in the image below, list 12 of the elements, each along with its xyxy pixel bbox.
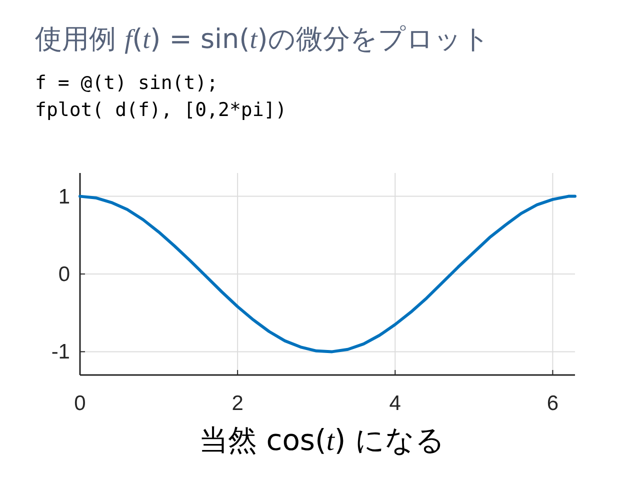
x-tick-label: 4 bbox=[389, 392, 402, 415]
line-series bbox=[78, 194, 576, 354]
y-tick-label: 1 bbox=[58, 185, 70, 208]
x-tick-label: 0 bbox=[74, 392, 86, 415]
x-tick-label: 2 bbox=[232, 392, 244, 415]
text: f = @(t) sin(t); bbox=[35, 72, 218, 94]
chart-title: 使用例 f(t) = sin(t)の微分をプロット bbox=[35, 24, 490, 55]
y-tick-label: -1 bbox=[51, 340, 70, 364]
x-tick-label: 6 bbox=[546, 392, 559, 415]
x-axis-title: 当然 cos(t) になる bbox=[199, 423, 445, 457]
text: fplot( d(f), [0,2*pi]) bbox=[35, 99, 287, 121]
y-tick-label: 0 bbox=[58, 263, 70, 286]
